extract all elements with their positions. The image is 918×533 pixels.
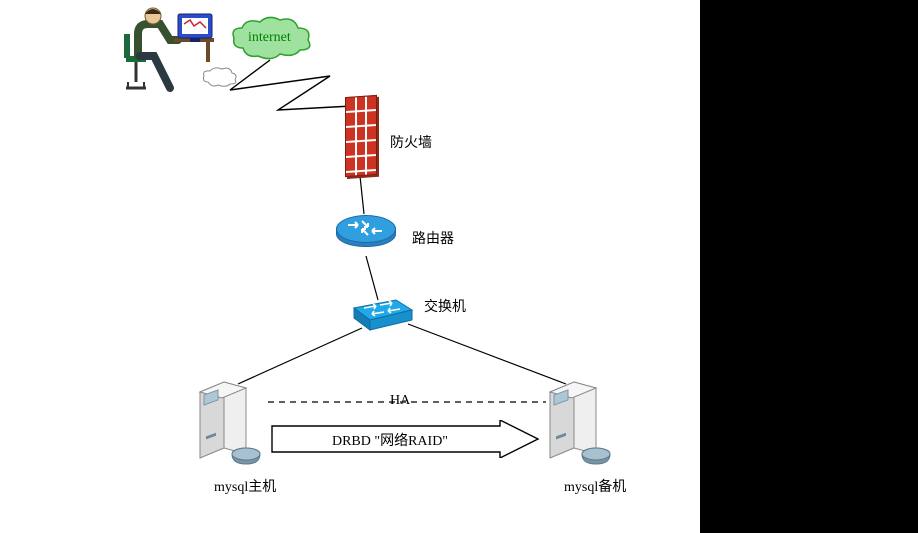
- ha-label: HA: [390, 393, 410, 409]
- router-icon: [336, 215, 394, 255]
- small-cloud-icon: [200, 64, 240, 88]
- edge-switch-server-right: [408, 324, 566, 384]
- edge-router-switch: [366, 256, 378, 300]
- diagram-canvas: internet 防火墙 路由器: [0, 0, 700, 533]
- firewall-label: 防火墙: [390, 132, 432, 152]
- internet-cloud-label: internet: [248, 30, 291, 46]
- server-right-label: mysql备机: [564, 476, 626, 496]
- switch-label: 交换机: [424, 296, 466, 316]
- router-label: 路由器: [412, 228, 454, 248]
- firewall-icon: [345, 95, 377, 177]
- drbd-arrow-label: DRBD "网络RAID": [270, 430, 510, 450]
- switch-icon: [352, 298, 414, 332]
- drbd-arrow: DRBD "网络RAID": [270, 420, 540, 458]
- server-left-icon: [196, 378, 268, 468]
- server-right-icon: [546, 378, 618, 468]
- edge-firewall-router: [360, 176, 364, 214]
- edge-cloud-firewall: [230, 60, 352, 110]
- edge-switch-server-left: [238, 328, 362, 384]
- server-left-label: mysql主机: [214, 476, 276, 496]
